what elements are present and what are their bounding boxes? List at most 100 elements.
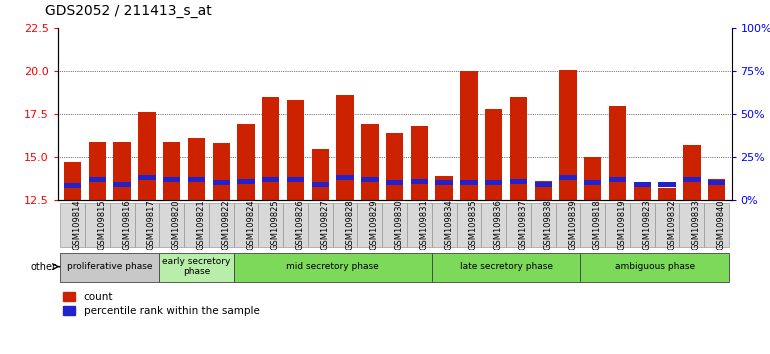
- Bar: [609, 177, 626, 182]
- Text: GSM109818: GSM109818: [593, 199, 602, 250]
- Bar: [485, 109, 502, 200]
- Bar: [64, 183, 82, 188]
- Bar: [139, 175, 156, 180]
- Bar: [312, 182, 329, 187]
- Bar: [605, 203, 630, 247]
- Text: early secretory
phase: early secretory phase: [162, 257, 231, 276]
- Bar: [163, 177, 180, 182]
- Text: GSM109820: GSM109820: [172, 199, 181, 250]
- Bar: [410, 178, 428, 184]
- Bar: [110, 203, 135, 247]
- Text: GSM109838: GSM109838: [544, 199, 552, 250]
- Bar: [683, 145, 701, 200]
- Bar: [510, 178, 527, 184]
- Bar: [386, 133, 403, 200]
- Bar: [432, 253, 581, 282]
- Bar: [531, 203, 556, 247]
- Bar: [559, 175, 577, 180]
- Bar: [708, 179, 725, 200]
- Text: GSM109837: GSM109837: [518, 199, 527, 250]
- Text: GSM109822: GSM109822: [221, 199, 230, 250]
- Text: GSM109833: GSM109833: [692, 199, 701, 250]
- Text: GSM109824: GSM109824: [246, 199, 255, 250]
- Text: GSM109827: GSM109827: [320, 199, 330, 250]
- Bar: [654, 203, 679, 247]
- Text: GSM109826: GSM109826: [296, 199, 305, 250]
- Text: proliferative phase: proliferative phase: [67, 262, 152, 271]
- Bar: [584, 157, 601, 200]
- Text: GSM109816: GSM109816: [122, 199, 131, 250]
- Bar: [357, 203, 382, 247]
- Bar: [60, 253, 159, 282]
- Bar: [432, 203, 457, 247]
- Text: GSM109828: GSM109828: [345, 199, 354, 250]
- Text: late secretory phase: late secretory phase: [460, 262, 553, 271]
- Bar: [60, 203, 85, 247]
- Bar: [237, 178, 255, 184]
- Bar: [634, 183, 651, 200]
- Bar: [382, 203, 407, 247]
- Bar: [410, 126, 428, 200]
- Text: ambiguous phase: ambiguous phase: [614, 262, 695, 271]
- Bar: [336, 175, 353, 180]
- Bar: [259, 203, 283, 247]
- Bar: [679, 203, 705, 247]
- Text: GSM109839: GSM109839: [568, 199, 577, 250]
- Text: GSM109817: GSM109817: [147, 199, 156, 250]
- Text: GSM109835: GSM109835: [469, 199, 478, 250]
- Text: GSM109834: GSM109834: [444, 199, 454, 250]
- Bar: [460, 71, 477, 200]
- Bar: [436, 176, 453, 200]
- Bar: [262, 97, 280, 200]
- Bar: [581, 253, 729, 282]
- Text: mid secretory phase: mid secretory phase: [286, 262, 379, 271]
- Bar: [184, 203, 209, 247]
- Bar: [188, 138, 205, 200]
- Bar: [361, 125, 379, 200]
- Bar: [658, 182, 676, 187]
- Bar: [634, 182, 651, 187]
- Bar: [312, 149, 329, 200]
- Bar: [584, 180, 601, 185]
- Bar: [135, 203, 159, 247]
- Bar: [658, 188, 676, 200]
- Bar: [283, 203, 308, 247]
- Text: GSM109832: GSM109832: [667, 199, 676, 250]
- Text: GSM109821: GSM109821: [196, 199, 206, 250]
- Bar: [89, 177, 106, 182]
- Bar: [436, 180, 453, 185]
- Bar: [485, 180, 502, 185]
- Bar: [386, 180, 403, 185]
- Bar: [89, 142, 106, 200]
- Text: GSM109830: GSM109830: [394, 199, 403, 250]
- Bar: [233, 253, 432, 282]
- Text: GSM109819: GSM109819: [618, 199, 627, 250]
- Bar: [609, 105, 626, 200]
- Bar: [460, 180, 477, 185]
- Bar: [113, 142, 131, 200]
- Bar: [630, 203, 654, 247]
- Bar: [407, 203, 432, 247]
- Bar: [64, 162, 82, 200]
- Bar: [336, 95, 353, 200]
- Bar: [534, 182, 552, 187]
- Bar: [213, 180, 230, 185]
- Text: GSM109825: GSM109825: [271, 199, 280, 250]
- Bar: [159, 253, 233, 282]
- Bar: [163, 142, 180, 200]
- Bar: [506, 203, 531, 247]
- Bar: [287, 177, 304, 182]
- Bar: [233, 203, 259, 247]
- Bar: [581, 203, 605, 247]
- Bar: [209, 203, 233, 247]
- Bar: [534, 181, 552, 200]
- Bar: [333, 203, 357, 247]
- Text: GSM109840: GSM109840: [717, 199, 725, 250]
- Bar: [308, 203, 333, 247]
- Bar: [510, 97, 527, 200]
- Bar: [705, 203, 729, 247]
- Text: GSM109836: GSM109836: [494, 199, 503, 250]
- Bar: [188, 177, 205, 182]
- Bar: [559, 69, 577, 200]
- Legend: count, percentile rank within the sample: count, percentile rank within the sample: [63, 292, 259, 316]
